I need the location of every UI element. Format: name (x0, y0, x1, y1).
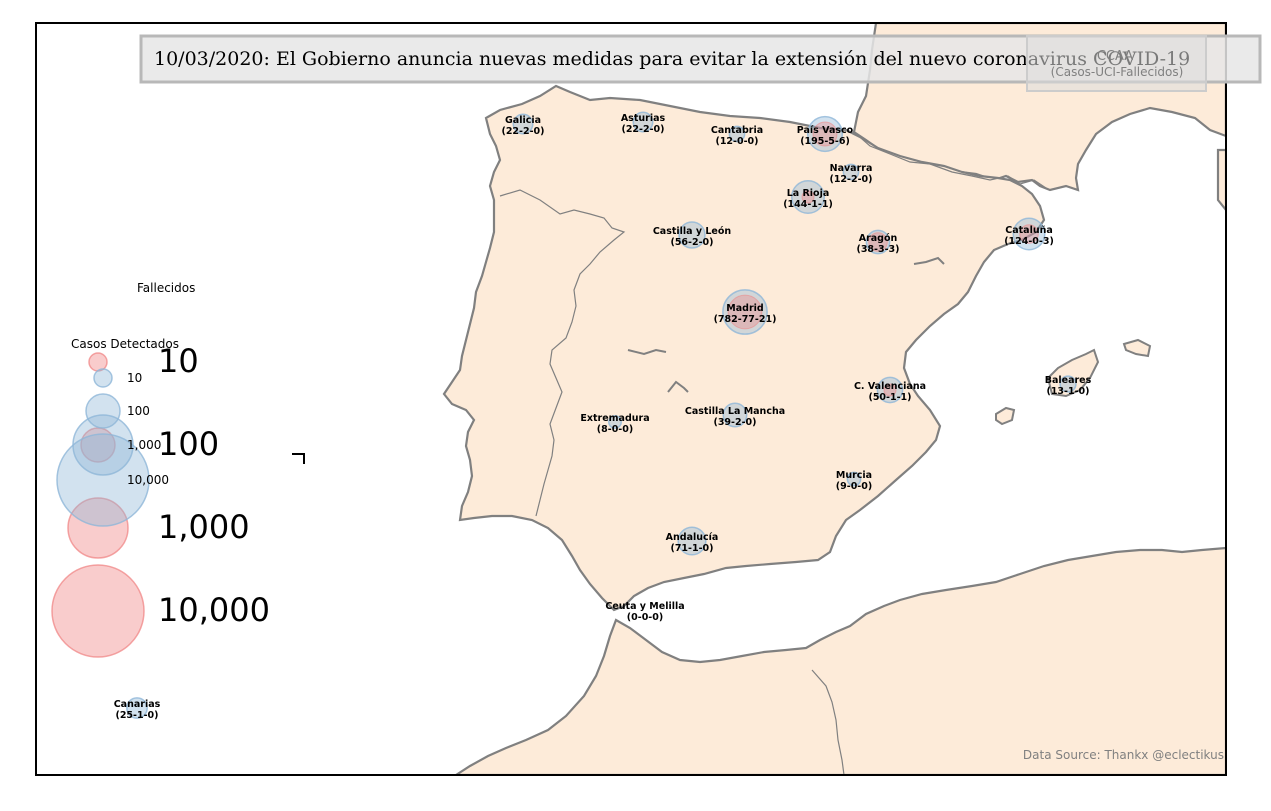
region-stats-madrid: (782-77-21) (714, 314, 777, 325)
fallecidos-bubble-c-valenciana (883, 383, 897, 397)
region-name-baleares: Baleares (1045, 375, 1092, 386)
region-name-la-rioja: La Rioja (787, 188, 830, 199)
legend-fallecidos-bubble-10 (88, 352, 108, 372)
africa-land (453, 546, 1226, 775)
casos-bubble-canarias (126, 697, 148, 719)
casos-bubble-andalucia (677, 526, 707, 556)
fallecidos-bubble-cataluna (1019, 224, 1039, 244)
legend: Fallecidos Casos Detectados 10 100 1,000… (51, 281, 270, 658)
casos-bubble-galicia (512, 113, 534, 135)
legend-casos-bubble-100 (85, 393, 121, 429)
casos-bubble-baleares (1059, 375, 1077, 393)
region-stats-c-valenciana: (50-1-1) (868, 392, 911, 403)
region-stats-aragon: (38-3-3) (856, 244, 899, 255)
legend-fallecidos-label-10000: 10,000 (158, 591, 270, 629)
fallecidos-bubble-aragon (868, 232, 888, 252)
region-name-extremadura: Extremadura (580, 413, 649, 424)
casos-bubble-c-valenciana (876, 376, 904, 404)
region-stats-murcia: (9-0-0) (836, 481, 872, 492)
region-name-andalucia: Andalucía (666, 532, 719, 543)
region-stats-extremadura: (8-0-0) (597, 424, 633, 435)
region-stats-pais-vasco: (195-5-6) (800, 136, 850, 147)
region-name-castilla-y-leon: Castilla y León (653, 226, 732, 237)
fallecidos-bubble-pais-vasco (812, 121, 838, 147)
legend-casos-label-10: 10 (127, 371, 142, 385)
iberia-land (442, 84, 1046, 612)
region-stats-la-rioja: (144-1-1) (783, 199, 833, 210)
region-name-cataluna: Cataluña (1005, 225, 1053, 236)
reservoir-1 (627, 348, 667, 356)
region-name-castilla-la-mancha: Castilla La Mancha (685, 406, 785, 417)
ccaa-heading: CCAA (1097, 49, 1133, 64)
map-frame (35, 22, 1227, 776)
reservoir-2 (667, 380, 689, 393)
casos-bubble-la-rioja (790, 179, 826, 215)
fallecidos-bubble-la-rioja (801, 190, 815, 204)
legend-casos-label-1000: 1,000 (127, 438, 161, 452)
region-name-madrid: Madrid (726, 303, 763, 314)
legend-fallecidos-title: Fallecidos (137, 281, 195, 295)
region-stats-andalucia: (71-1-0) (670, 543, 713, 554)
legend-casos-title: Casos Detectados (71, 337, 179, 351)
africa-border (811, 669, 845, 775)
region-stats-castilla-y-leon: (56-2-0) (670, 237, 713, 248)
region-name-cantabria: Cantabria (711, 125, 763, 136)
reservoir-3 (913, 256, 945, 265)
region-name-c-valenciana: C. Valenciana (854, 381, 926, 392)
bubble-layer (126, 111, 1077, 719)
legend-fallecidos-label-1000: 1,000 (158, 508, 250, 546)
legend-casos-label-100: 100 (127, 404, 150, 418)
casos-bubble-asturias (632, 111, 654, 133)
casos-bubble-cantabria (728, 125, 746, 143)
region-stats-cataluna: (124-0-3) (1004, 236, 1054, 247)
fallecidos-bubble-madrid (727, 294, 763, 330)
map-title: 10/03/2020: El Gobierno anuncia nuevas m… (154, 48, 1190, 70)
region-name-ceuta-y-melilla: Ceuta y Melilla (605, 601, 684, 612)
region-stats-canarias: (25-1-0) (115, 710, 158, 721)
region-name-galicia: Galicia (505, 115, 541, 126)
italy-land (1216, 23, 1226, 212)
region-stats-ceuta-y-melilla: (0-0-0) (627, 612, 663, 623)
legend-casos-bubble-10 (93, 368, 113, 388)
region-name-aragon: Aragón (859, 233, 898, 244)
menorca-land (1122, 338, 1152, 358)
casos-bubble-navarra (842, 163, 860, 181)
region-name-canarias: Canarias (114, 699, 161, 710)
casos-bubble-castilla-la-mancha (722, 402, 748, 428)
legend-fallecidos-bubble-10000 (51, 564, 145, 658)
region-name-navarra: Navarra (830, 163, 873, 174)
ccaa-subheading: (Casos-UCI-Fallecidos) (1051, 65, 1184, 79)
region-stats-baleares: (13-1-0) (1046, 386, 1089, 397)
ccaa-box: CCAA (Casos-UCI-Fallecidos) (1026, 35, 1207, 92)
region-stats-asturias: (22-2-0) (621, 124, 664, 135)
legend-fallecidos-bubble-1000 (67, 497, 129, 559)
legend-casos-bubble-10000 (56, 433, 150, 527)
legend-fallecidos-label-10: 10 (158, 342, 199, 380)
region-name-murcia: Murcia (836, 470, 872, 481)
ibiza-land (995, 406, 1016, 426)
data-source: Data Source: Thankx @eclectikus (1023, 748, 1224, 762)
region-stats-cantabria: (12-0-0) (715, 136, 758, 147)
region-stats-navarra: (12-2-0) (829, 174, 872, 185)
casos-bubble-castilla-y-leon (678, 221, 706, 249)
casos-bubble-cataluna (1012, 217, 1046, 251)
label-layer: Galicia(22-2-0)Asturias(22-2-0) Cantabria… (114, 113, 1092, 721)
casos-bubble-aragon (865, 229, 891, 255)
casos-bubble-madrid (722, 289, 768, 335)
casos-bubble-murcia (846, 471, 862, 487)
legend-fallecidos-label-100: 100 (158, 425, 219, 463)
casos-bubble-extremadura (608, 415, 622, 429)
legend-casos-label-10000: 10,000 (127, 473, 169, 487)
france-border (853, 131, 1047, 189)
region-stats-castilla-la-mancha: (39-2-0) (713, 417, 756, 428)
corner-mark (292, 453, 305, 464)
ccaa-box-bg (1026, 35, 1207, 92)
region-name-asturias: Asturias (621, 113, 666, 124)
region-stats-galicia: (22-2-0) (501, 126, 544, 137)
region-name-pais-vasco: País Vasco (797, 125, 854, 136)
portugal-border (499, 189, 626, 517)
